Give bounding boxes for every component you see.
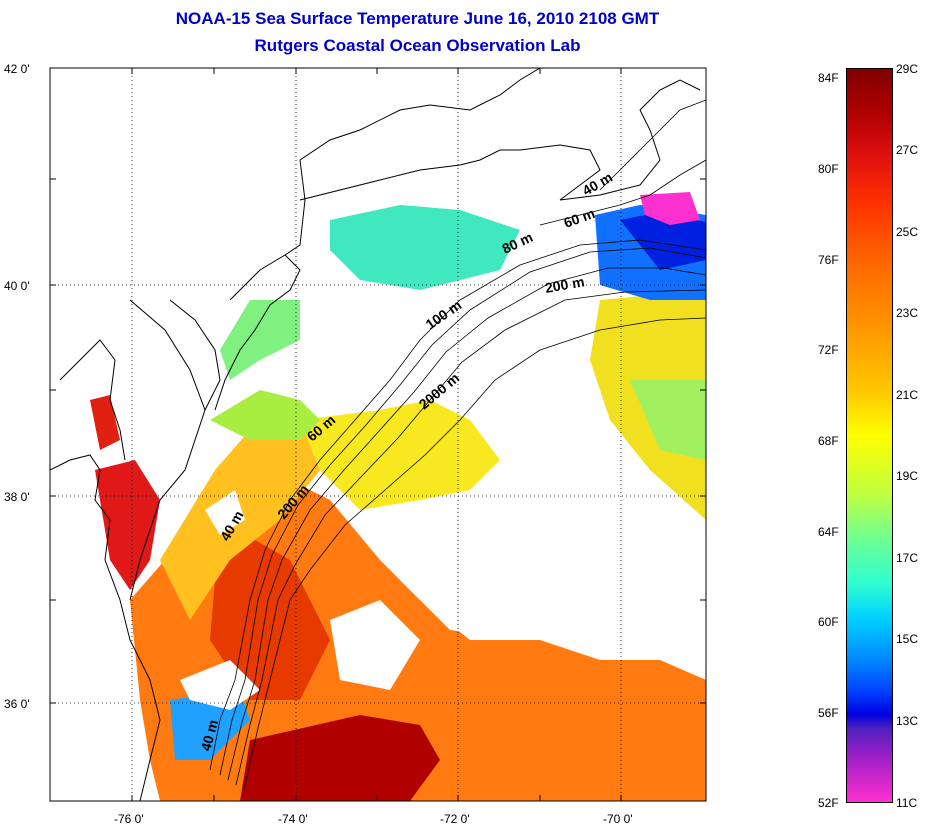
map-frame	[49, 67, 707, 802]
lon-tick-label: -76 0'	[114, 812, 144, 826]
sst-hot-core	[240, 715, 440, 801]
colorbar-c-label: 19C	[896, 469, 919, 483]
sst-delmarva-red	[95, 460, 160, 590]
colorbar-c-label: 23C	[896, 306, 919, 320]
lat-tick-label: 42 0'	[4, 62, 30, 76]
colorbar-c-label: 17C	[896, 551, 919, 565]
cloud-gap	[330, 600, 420, 690]
isobath-label: 40 m	[197, 718, 221, 753]
cloud-gap	[180, 660, 260, 710]
isobath-label: 60 m	[562, 205, 597, 231]
colorbar-f-label: 52F	[818, 796, 839, 810]
colorbar-c-label: 29C	[896, 62, 919, 76]
colorbar-f-label: 64F	[818, 525, 839, 539]
sst-cool-nj	[220, 300, 300, 380]
grid	[50, 68, 706, 801]
colorbar-f-label: 76F	[818, 253, 839, 267]
cloud-gap	[205, 490, 245, 535]
colorbar-f-label: 68F	[818, 434, 839, 448]
isobath-label: 40 m	[580, 169, 616, 199]
lat-tick-label: 40 0'	[4, 279, 30, 293]
sst-field	[90, 192, 706, 801]
sst-green-band	[210, 390, 320, 440]
colorbar-c-label: 15C	[896, 632, 919, 646]
colorbar-c-label: 13C	[896, 714, 919, 728]
sst-bay-red	[90, 395, 120, 450]
colorbar-f-label: 84F	[818, 71, 839, 85]
lon-tick-label: -72 0'	[440, 812, 470, 826]
colorbar-c-label: 11C	[896, 796, 918, 810]
lat-tick-label: 36 0'	[4, 697, 30, 711]
colorbar-c-label: 25C	[896, 225, 919, 239]
isobaths	[209, 99, 706, 791]
colorbar-f-label: 60F	[818, 615, 839, 629]
lon-tick-label: -74 0'	[278, 812, 308, 826]
map-subtitle: Rutgers Coastal Ocean Observation Lab	[254, 36, 581, 55]
temperature-colorbar	[846, 68, 893, 803]
axis-ticks	[50, 68, 706, 801]
coastline	[50, 68, 701, 801]
colorbar-f-label: 80F	[818, 162, 839, 176]
sst-shelf-cyan	[330, 205, 520, 290]
cloud-gap	[390, 500, 600, 640]
sst-magenta-patch	[640, 192, 700, 225]
lat-tick-label: 38 0'	[4, 490, 30, 504]
isobath-label: 200 m	[544, 273, 586, 296]
lon-tick-label: -70 0'	[603, 812, 633, 826]
colorbar-c-label: 27C	[896, 143, 919, 157]
map-title: NOAA-15 Sea Surface Temperature June 16,…	[175, 9, 660, 28]
colorbar-f-label: 72F	[818, 343, 839, 357]
colorbar-f-label: 56F	[818, 706, 839, 720]
sst-slope-yellow	[300, 400, 500, 510]
isobath-label: 100 m	[423, 297, 465, 333]
sst-cold-deep	[620, 212, 706, 270]
sst-offshore-green-east	[630, 380, 706, 460]
colorbar-c-label: 21C	[896, 388, 919, 402]
